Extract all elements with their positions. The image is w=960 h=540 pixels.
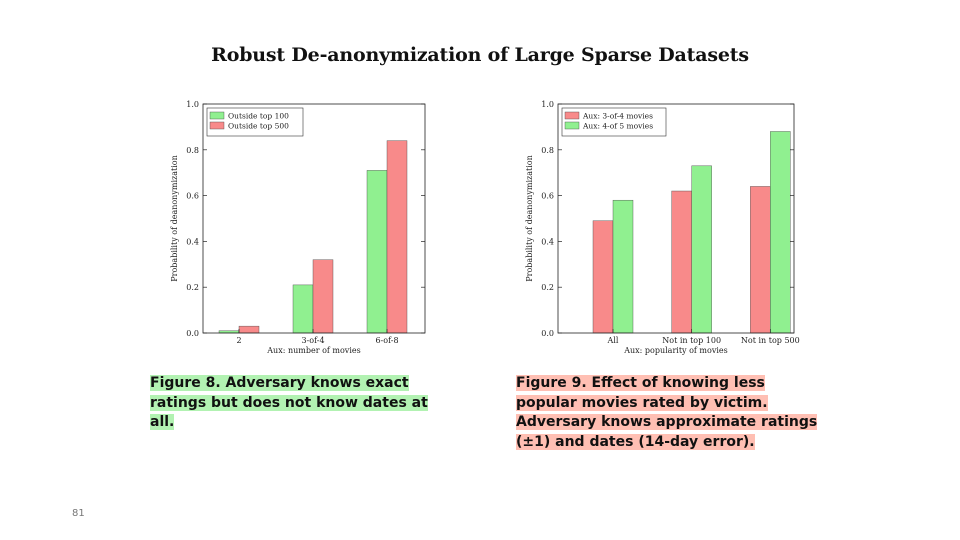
legend-swatch (209, 111, 225, 120)
bar (770, 131, 791, 334)
bar (386, 140, 408, 334)
y-tick-label: 0.0 (541, 329, 554, 338)
legend-box (561, 107, 667, 137)
legend-label: Outside top 500 (228, 122, 289, 131)
chart-svg: 0.0 0.2 0.4 0.6 0.8 1.0 All Not in top 100 Not i… (525, 100, 800, 355)
y-tick-label: 0.4 (541, 237, 554, 246)
y-tick-label: 1.0 (541, 100, 554, 109)
legend-swatch (209, 121, 225, 130)
bar (671, 190, 692, 334)
legend-label: Aux: 4-of 5 movies (582, 122, 653, 131)
bar (612, 199, 634, 334)
bar (691, 165, 712, 334)
x-tick-label: Not in top 100 (662, 336, 721, 345)
plot-frame (557, 103, 795, 334)
bar (366, 170, 388, 334)
x-tick-label: 3-of-4 (301, 336, 324, 345)
bar (312, 259, 334, 334)
x-tick-label: All (607, 336, 619, 345)
y-axis-label: Probability of deanonymization (525, 155, 534, 281)
y-tick-label: 0.0 (186, 329, 199, 338)
y-tick-label: 0.8 (186, 146, 199, 155)
y-tick-label: 0.2 (186, 283, 199, 292)
y-tick-label: 0.4 (186, 237, 199, 246)
bar (292, 284, 314, 334)
figure-9-chart: 0.0 0.2 0.4 0.6 0.8 1.0 All Not in top 100 Not i… (525, 96, 802, 358)
figure-8-caption: Figure 8. Adversary knows exact ratings … (150, 374, 455, 433)
figure-8-chart: 0.0 0.2 0.4 0.6 0.8 1.0 2 3-of-4 6-of-8 Aux: numb… (168, 96, 430, 358)
y-tick-label: 0.6 (186, 192, 199, 201)
y-tick-label: 0.8 (541, 146, 554, 155)
plot-frame (202, 103, 426, 334)
y-tick-label: 1.0 (186, 100, 199, 109)
y-tick-label: 0.2 (541, 283, 554, 292)
legend-label: Outside top 100 (228, 112, 289, 121)
slide-number: 81 (72, 508, 85, 519)
chart-svg: 0.0 0.2 0.4 0.6 0.8 1.0 2 3-of-4 6-of-8 Aux: numb… (170, 100, 426, 355)
bar (592, 220, 614, 334)
y-tick-label: 0.6 (541, 192, 554, 201)
x-axis-label: Aux: popularity of movies (623, 346, 728, 355)
paper-title: Robust De-anonymization of Large Sparse … (211, 44, 749, 66)
x-tick-label: Not in top 500 (741, 336, 800, 345)
figure-9-caption: Figure 9. Effect of knowing less popular… (516, 374, 820, 452)
x-tick-label: 6-of-8 (375, 336, 398, 345)
bar (238, 325, 260, 334)
legend-label: Aux: 3-of-4 movies (582, 112, 653, 121)
legend-swatch (564, 121, 580, 130)
y-axis-label: Probability of deanonymization (170, 155, 179, 281)
bar (750, 186, 771, 334)
figure-8-caption-text: Figure 8. Adversary knows exact ratings … (150, 375, 428, 430)
x-axis-label: Aux: number of movies (266, 346, 360, 355)
x-tick-label: 2 (236, 336, 241, 345)
figure-9-caption-text: Figure 9. Effect of knowing less popular… (516, 375, 818, 450)
legend-swatch (564, 111, 580, 120)
